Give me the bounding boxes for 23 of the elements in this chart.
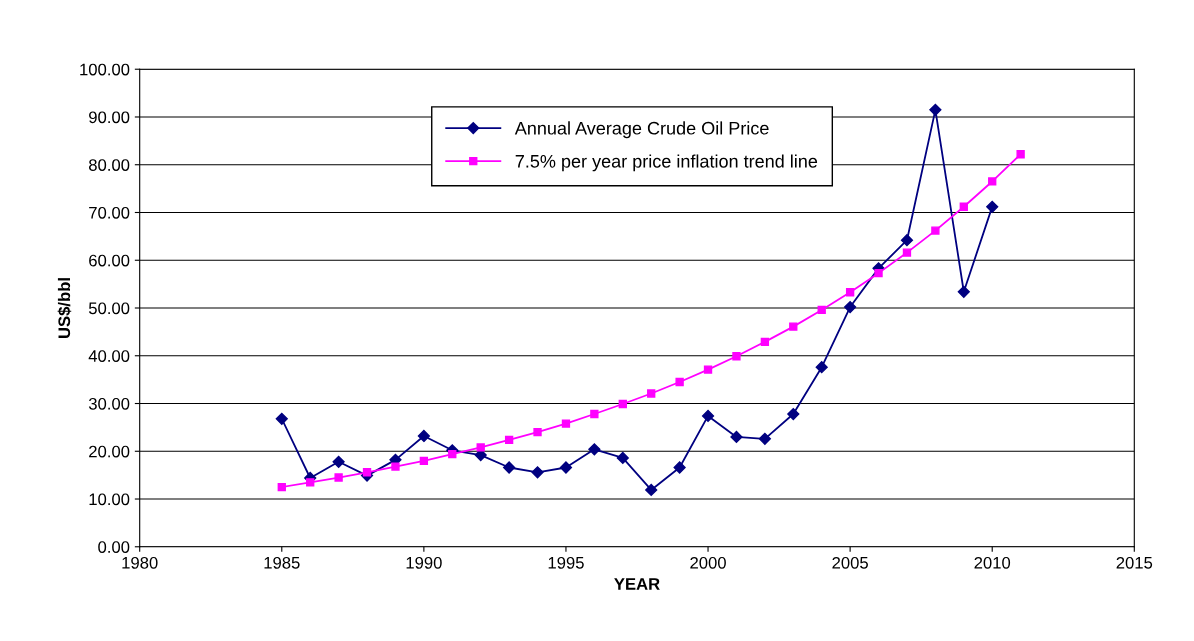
x-tick-label: 2005 bbox=[832, 556, 868, 569]
y-tick-label: 100.00 bbox=[80, 63, 130, 76]
x-tick-label: 2010 bbox=[974, 556, 1011, 569]
x-tick-label: 2000 bbox=[690, 556, 726, 569]
x-tick-label: 1985 bbox=[264, 556, 300, 569]
x-axis-title: YEAR bbox=[614, 578, 660, 590]
y-tick-label: 50.00 bbox=[88, 302, 130, 315]
x-tick-label: 2015 bbox=[1116, 556, 1153, 569]
legend-label: 7.5% per year price inflation trend line bbox=[515, 154, 818, 172]
y-axis-title: US$/bbl bbox=[57, 278, 72, 339]
y-tick-label: 40.00 bbox=[88, 350, 130, 362]
y-tick-label: 70.00 bbox=[89, 206, 130, 219]
y-tick-label: 80.00 bbox=[89, 159, 130, 171]
y-tick-label: 30.00 bbox=[88, 397, 130, 410]
y-tick-label: 20.00 bbox=[89, 445, 130, 458]
legend-label: Annual Average Crude Oil Price bbox=[514, 121, 769, 139]
y-tick-label: 60.00 bbox=[89, 254, 130, 267]
y-tick-label: 90.00 bbox=[89, 111, 130, 124]
x-tick-label: 1980 bbox=[122, 556, 158, 569]
x-tick-label: 1990 bbox=[406, 556, 442, 569]
y-tick-label: 0.00 bbox=[98, 541, 130, 553]
y-tick-label: 10.00 bbox=[89, 493, 130, 506]
x-tick-label: 1995 bbox=[548, 556, 584, 569]
